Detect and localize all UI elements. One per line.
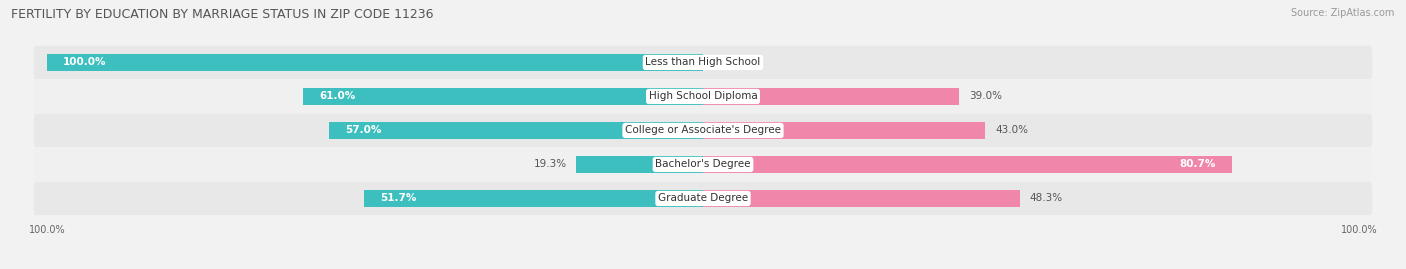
Text: 51.7%: 51.7% (380, 193, 416, 203)
FancyBboxPatch shape (34, 46, 1372, 79)
Text: Graduate Degree: Graduate Degree (658, 193, 748, 203)
Text: 39.0%: 39.0% (969, 91, 1001, 101)
FancyBboxPatch shape (34, 80, 1372, 113)
Bar (703, 122, 986, 139)
Text: 57.0%: 57.0% (346, 125, 382, 136)
Bar (364, 190, 703, 207)
Text: 61.0%: 61.0% (319, 91, 356, 101)
Text: College or Associate's Degree: College or Associate's Degree (626, 125, 780, 136)
FancyBboxPatch shape (34, 148, 1372, 181)
Text: Bachelor's Degree: Bachelor's Degree (655, 160, 751, 169)
Text: 100.0%: 100.0% (63, 58, 107, 68)
Text: 19.3%: 19.3% (533, 160, 567, 169)
Bar (703, 88, 959, 105)
Bar (703, 156, 1233, 173)
Text: 48.3%: 48.3% (1029, 193, 1063, 203)
Text: FERTILITY BY EDUCATION BY MARRIAGE STATUS IN ZIP CODE 11236: FERTILITY BY EDUCATION BY MARRIAGE STATU… (11, 8, 433, 21)
Text: Source: ZipAtlas.com: Source: ZipAtlas.com (1291, 8, 1395, 18)
Text: High School Diploma: High School Diploma (648, 91, 758, 101)
FancyBboxPatch shape (34, 114, 1372, 147)
Bar (329, 122, 703, 139)
Text: 80.7%: 80.7% (1180, 160, 1216, 169)
FancyBboxPatch shape (34, 182, 1372, 215)
Bar (302, 88, 703, 105)
Text: 43.0%: 43.0% (995, 125, 1028, 136)
Text: Less than High School: Less than High School (645, 58, 761, 68)
Bar (46, 54, 703, 71)
Bar (576, 156, 703, 173)
Bar (703, 190, 1019, 207)
